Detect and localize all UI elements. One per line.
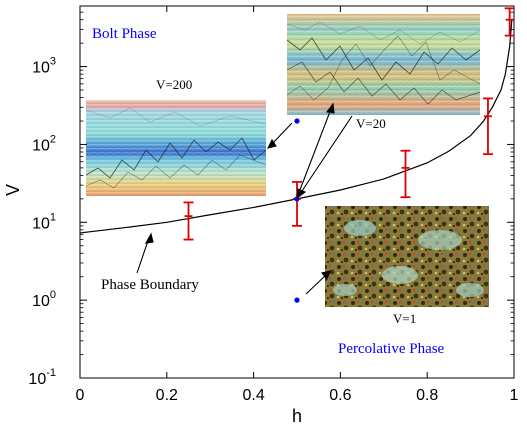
phase-boundary-label: Phase Boundary: [101, 277, 199, 293]
arrow-v20-to-inset: [297, 108, 332, 196]
sample-point: [294, 297, 300, 303]
y-tick-label: 10-1: [28, 367, 56, 388]
inset-v1: [325, 206, 489, 307]
boundary-layer: [79, 19, 513, 234]
y-tick-label: 103: [32, 56, 56, 77]
plot-frame: [79, 5, 515, 379]
x-tick-label: 0.8: [416, 387, 438, 404]
x-axis-label: h: [292, 406, 302, 426]
y-tick-label: 100: [32, 289, 56, 310]
inset-v1-label: V=1: [393, 311, 416, 326]
arrow-phase-boundary: [136, 237, 150, 274]
inset-v200-label: V=200: [156, 77, 192, 92]
insets-layer: [85, 14, 489, 307]
x-tick-label: 0.6: [329, 387, 351, 404]
sample-point: [294, 118, 300, 124]
x-tick-label: 0.4: [242, 387, 264, 404]
plot-axes: 0 0.2 0.4 0.6 0.8 1 10-1 100 101 102 103: [28, 5, 519, 404]
inset-v200-paths: [85, 137, 267, 179]
inset-v200: [85, 100, 267, 196]
annotation-arrows: [136, 102, 353, 295]
bolt-phase-label: Bolt Phase: [92, 26, 157, 42]
x-tick-label: 1: [510, 387, 519, 404]
boundary-errorbar: [504, 7, 515, 37]
arrow-v200: [271, 122, 293, 145]
inset-v20: [286, 14, 481, 115]
y-axis-label: V: [3, 184, 23, 196]
percolative-phase-label: Percolative Phase: [338, 341, 445, 357]
boundary-errorbar: [400, 149, 411, 199]
inset-v20-label: V=20: [356, 116, 386, 131]
x-tick-label: 0.2: [156, 387, 178, 404]
arrow-v1: [305, 273, 328, 295]
errorbars-layer: [183, 7, 515, 241]
sample-points-layer: [294, 118, 300, 303]
boundary-errorbar: [183, 201, 194, 241]
phase-boundary-curve: [79, 19, 513, 234]
x-tick-label: 0: [76, 387, 85, 404]
arrow-v20-to-point: [299, 115, 353, 195]
y-tick-label: 101: [32, 211, 56, 232]
y-tick-label: 102: [32, 133, 56, 154]
boundary-errorbar: [482, 97, 493, 156]
